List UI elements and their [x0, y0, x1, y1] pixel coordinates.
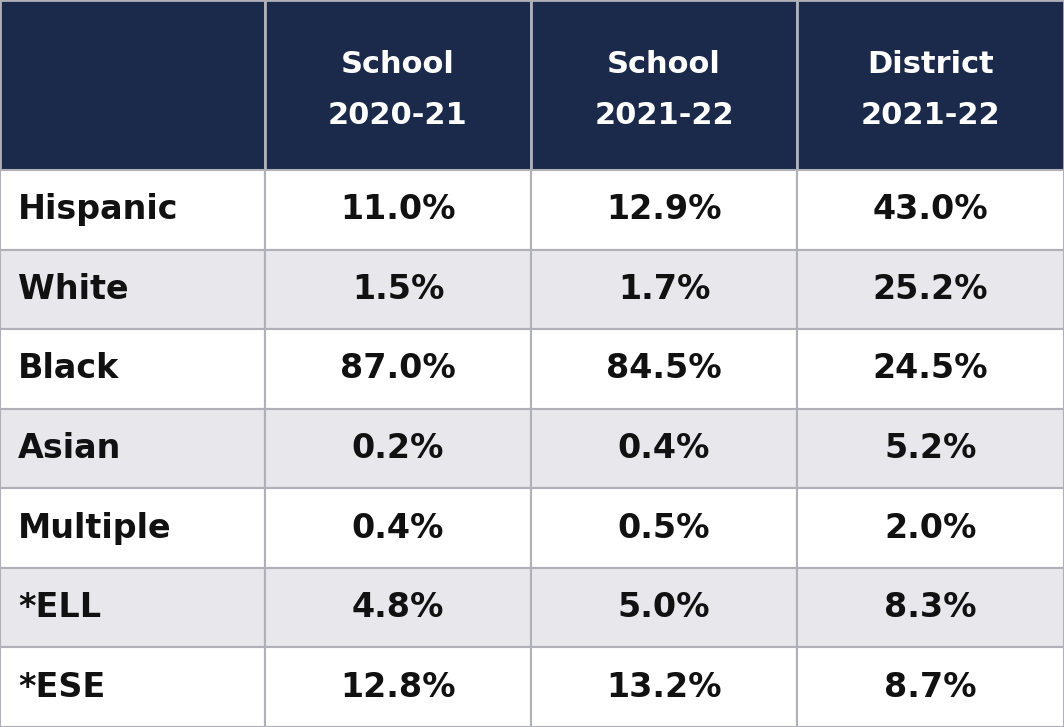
- Text: 0.4%: 0.4%: [352, 512, 444, 545]
- Bar: [797, 249, 1064, 329]
- Text: 84.5%: 84.5%: [606, 353, 721, 385]
- Text: 12.9%: 12.9%: [606, 193, 721, 226]
- Text: 87.0%: 87.0%: [340, 353, 455, 385]
- Text: 13.2%: 13.2%: [606, 671, 721, 704]
- Bar: [797, 489, 1064, 568]
- Text: 25.2%: 25.2%: [872, 273, 988, 306]
- Text: Hispanic: Hispanic: [18, 193, 179, 226]
- Text: District: District: [867, 50, 994, 79]
- Bar: [797, 0, 1064, 170]
- Text: 8.7%: 8.7%: [884, 671, 977, 704]
- Bar: [531, 409, 797, 489]
- Bar: [0, 170, 265, 249]
- Text: 4.8%: 4.8%: [352, 591, 444, 624]
- Bar: [0, 249, 265, 329]
- Text: *ESE: *ESE: [18, 671, 105, 704]
- Text: *ELL: *ELL: [18, 591, 101, 624]
- Bar: [0, 648, 265, 727]
- Bar: [265, 489, 531, 568]
- Text: 2020-21: 2020-21: [328, 101, 468, 130]
- Text: 2021-22: 2021-22: [594, 101, 734, 130]
- Text: School: School: [608, 50, 721, 79]
- Bar: [0, 568, 265, 648]
- Text: 0.4%: 0.4%: [618, 432, 710, 465]
- Text: Multiple: Multiple: [18, 512, 171, 545]
- Text: Black: Black: [18, 353, 119, 385]
- Text: White: White: [18, 273, 129, 306]
- Bar: [797, 409, 1064, 489]
- Bar: [531, 648, 797, 727]
- Bar: [265, 648, 531, 727]
- Bar: [531, 249, 797, 329]
- Bar: [0, 0, 265, 170]
- Text: 1.5%: 1.5%: [352, 273, 444, 306]
- Text: 0.5%: 0.5%: [618, 512, 711, 545]
- Bar: [797, 170, 1064, 249]
- Bar: [265, 0, 531, 170]
- Bar: [531, 568, 797, 648]
- Bar: [0, 329, 265, 409]
- Text: 2021-22: 2021-22: [861, 101, 1000, 130]
- Text: 5.2%: 5.2%: [884, 432, 977, 465]
- Text: 11.0%: 11.0%: [340, 193, 455, 226]
- Bar: [265, 329, 531, 409]
- Text: 12.8%: 12.8%: [340, 671, 455, 704]
- Text: 8.3%: 8.3%: [884, 591, 977, 624]
- Text: 1.7%: 1.7%: [618, 273, 710, 306]
- Bar: [265, 568, 531, 648]
- Bar: [797, 329, 1064, 409]
- Text: School: School: [342, 50, 455, 79]
- Bar: [531, 170, 797, 249]
- Bar: [0, 409, 265, 489]
- Text: 43.0%: 43.0%: [872, 193, 988, 226]
- Text: 24.5%: 24.5%: [872, 353, 988, 385]
- Text: 5.0%: 5.0%: [618, 591, 711, 624]
- Bar: [531, 0, 797, 170]
- Bar: [265, 249, 531, 329]
- Bar: [265, 409, 531, 489]
- Bar: [797, 568, 1064, 648]
- Text: 0.2%: 0.2%: [352, 432, 444, 465]
- Bar: [0, 489, 265, 568]
- Bar: [531, 329, 797, 409]
- Text: Asian: Asian: [18, 432, 121, 465]
- Text: 2.0%: 2.0%: [884, 512, 977, 545]
- Bar: [265, 170, 531, 249]
- Bar: [797, 648, 1064, 727]
- Bar: [531, 489, 797, 568]
